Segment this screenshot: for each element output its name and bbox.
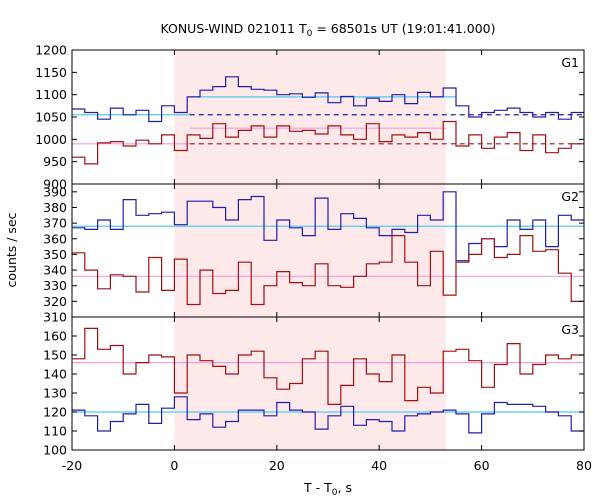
g3-frame [71,316,585,451]
g3-series-blue [72,396,584,434]
g1-ytick-label: 1000 [35,132,67,147]
plot-area: 90095010001050110011501200G1310320330340… [35,43,592,474]
y-axis-label: counts / sec [4,212,19,287]
g1-shaded-interval [174,50,446,184]
g2-ytick-label: 370 [43,216,67,231]
g3-shaded-interval [174,317,446,450]
xtick-label: 60 [474,458,490,473]
g3-ytick-label: 130 [43,386,67,401]
g2-panel-label: G2 [561,189,579,204]
g2-shaded-interval [174,184,446,317]
g1-series-blue [72,76,584,123]
g3-series-red [72,327,584,405]
g3-ytick-label: 150 [43,348,67,363]
g2-series-red [72,235,584,306]
xtick-label: 40 [371,458,387,473]
g3-ytick-label: 160 [43,329,67,344]
xtick-label: 0 [170,458,178,473]
g1-ytick-label: 1200 [35,43,67,58]
g2-ytick-label: 330 [43,278,67,293]
g3-ytick-label: 110 [43,424,67,439]
g1-ytick-label: 1100 [35,87,67,102]
g1-ytick-label: 950 [43,154,67,169]
g2-ytick-label: 390 [43,184,67,199]
g3-ytick-label: 120 [43,405,67,420]
g1-ytick-label: 1050 [35,110,67,125]
g1-ytick-label: 1150 [35,65,67,80]
g2-ytick-label: 380 [43,200,67,215]
g3-panel-label: G3 [561,322,579,337]
g1-panel-label: G1 [561,55,579,70]
g3-ytick-label: 140 [43,367,67,382]
xtick-label: 20 [269,458,285,473]
g2-ytick-label: 350 [43,247,67,262]
g2-ytick-label: 340 [43,263,67,278]
x-axis-label: T - T0, s [303,480,352,498]
xtick-label: 80 [576,458,592,473]
g3-ytick-label: 100 [43,443,67,458]
g1-ytick-label: 900 [43,177,67,192]
g2-ytick-label: 360 [43,231,67,246]
g2-ytick-label: 320 [43,294,67,309]
g2-ytick-label: 310 [43,310,67,325]
chart-title: KONUS-WIND 021011 T0 = 68501s UT (19:01:… [160,21,495,39]
xtick-label: -20 [62,458,82,473]
g1-series-red [72,120,584,165]
